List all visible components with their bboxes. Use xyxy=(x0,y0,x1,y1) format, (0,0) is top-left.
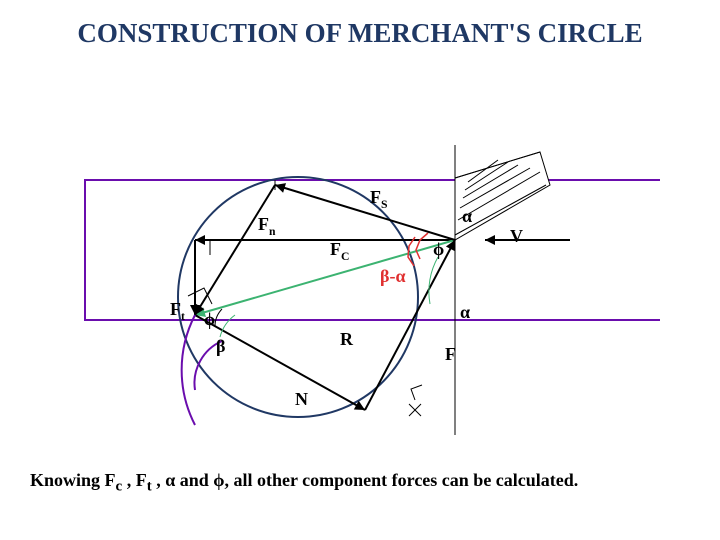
svg-text:V: V xyxy=(510,226,523,246)
svg-text:R: R xyxy=(340,329,354,349)
merchants-circle-diagram: FSFnFCFtRNFVααϕϕββ-α xyxy=(60,90,660,450)
svg-text:β-α: β-α xyxy=(380,266,406,286)
svg-text:α: α xyxy=(462,206,472,226)
title-text: CONSTRUCTION OF MERCHANT'S CIRCLE xyxy=(77,18,642,48)
svg-text:β: β xyxy=(216,336,225,356)
svg-text:Fn: Fn xyxy=(258,214,276,238)
caption: Knowing Fc , Ft , α and ϕ, all other com… xyxy=(0,470,720,496)
page-title: CONSTRUCTION OF MERCHANT'S CIRCLE xyxy=(0,18,720,49)
svg-text:FC: FC xyxy=(330,239,349,263)
svg-text:N: N xyxy=(295,389,308,409)
svg-text:ϕ: ϕ xyxy=(204,309,215,329)
svg-text:ϕ: ϕ xyxy=(433,239,444,259)
svg-text:F: F xyxy=(445,344,456,364)
svg-text:α: α xyxy=(460,302,470,322)
